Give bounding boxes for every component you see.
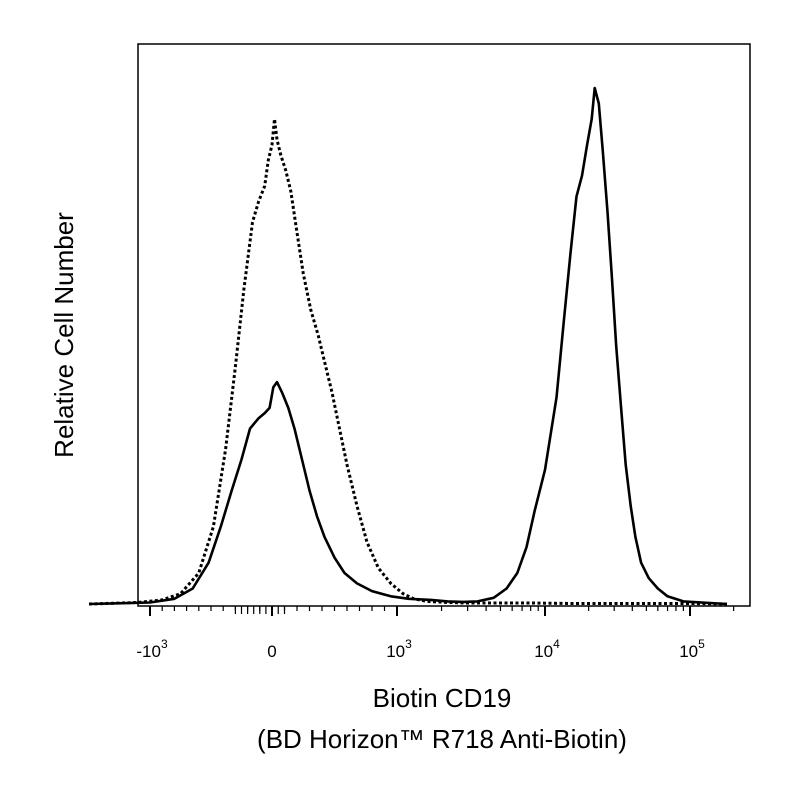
x-tick-label-4: 105: [679, 637, 705, 661]
x-axis-ticks: [149, 606, 735, 616]
x-tick-label-3: 104: [534, 637, 560, 661]
series-line-0-dotted: [88, 117, 728, 606]
x-tick-label-2: 103: [386, 637, 412, 661]
x-axis-title: Biotin CD19: [373, 683, 512, 713]
x-tick-labels: -103 0 103 104 105: [136, 637, 705, 661]
y-axis-title: Relative Cell Number: [49, 212, 79, 458]
x-tick-label-1: 0: [267, 642, 276, 661]
series-layer: [88, 86, 728, 606]
plot-frame: [137, 43, 751, 607]
x-axis-subtitle: (BD Horizon™ R718 Anti-Biotin): [257, 724, 627, 754]
x-tick-label-0: -103: [136, 637, 168, 661]
series-line-1-solid: [88, 86, 728, 606]
